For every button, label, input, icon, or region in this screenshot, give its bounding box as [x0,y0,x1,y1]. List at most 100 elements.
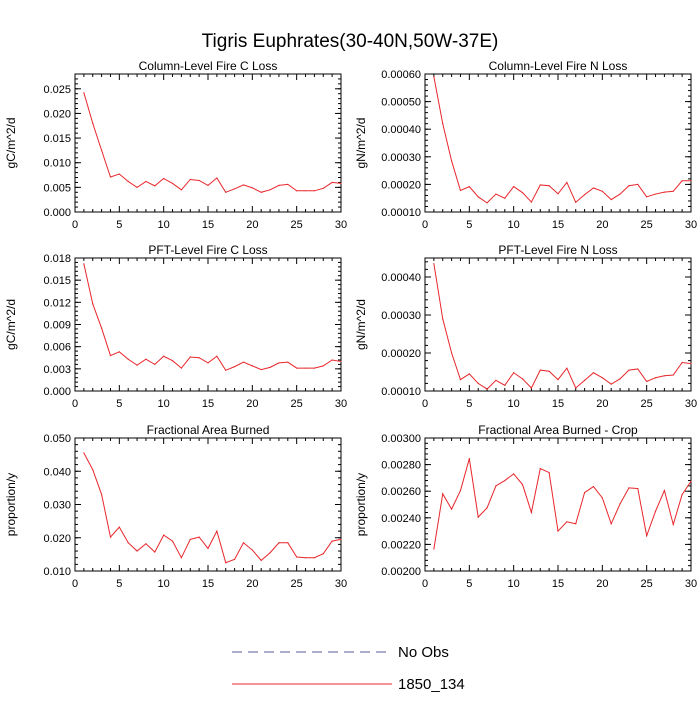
y-tick-label: 0.050 [43,433,71,445]
data-point [628,369,630,371]
data-point [619,378,621,380]
y-tick-label: 0.000 [43,386,71,398]
data-point [207,547,209,549]
y-axis-label: proportion/y [4,473,18,536]
x-tick-label: 20 [596,219,608,231]
y-tick-label: 0.00200 [381,566,421,578]
data-point [287,183,289,185]
data-point [269,552,271,554]
data-point [584,194,586,196]
data-point [340,360,342,363]
data-point [628,487,630,489]
data-point [610,198,612,201]
y-tick-label: 0.009 [43,320,71,332]
data-point [92,122,94,124]
data-point [260,559,262,561]
y-tick-label: 0.00280 [381,460,421,472]
data-point [628,185,630,187]
data-point [331,181,333,184]
data-point [681,493,683,496]
data-point [278,362,280,364]
y-tick-label: 0.020 [43,108,71,120]
data-point [171,182,174,185]
data-point [287,361,289,363]
series-line-0 [83,92,342,193]
data-point [331,359,333,361]
data-point [83,452,85,454]
y-tick-label: 0.00020 [381,179,421,191]
data-point [101,493,103,496]
data-point [584,379,586,381]
data-point [322,365,324,367]
y-tick-label: 0.006 [43,342,71,354]
data-point [548,370,550,372]
data-point [101,149,103,151]
chart-panel-1: Column-Level Fire N Loss gN/m^2/d 0 5 10 15 20… [354,59,697,231]
data-point [260,191,262,193]
y-tick-label: 0.00220 [381,539,421,551]
data-point [663,375,666,377]
x-tick-label: 10 [508,219,520,231]
data-point [566,521,568,523]
data-point [322,553,324,555]
x-tick-label: 20 [596,398,608,410]
data-point [304,557,307,559]
x-tick-label: 5 [466,398,472,410]
plot-frame [74,437,342,572]
data-point [154,363,156,365]
data-point [619,503,621,505]
panel-title: Fractional Area Burned - Crop [478,423,638,437]
y-tick-label: 0.00060 [381,69,421,81]
data-point [610,523,612,525]
data-point [109,536,112,538]
plot-frame [424,257,692,392]
data-point [154,185,156,187]
data-point [637,368,639,370]
data-point [251,187,253,189]
data-point [637,487,639,490]
data-point [180,189,182,191]
data-point [433,76,435,78]
data-point [459,489,462,492]
data-point [646,380,648,383]
data-point [610,383,612,385]
data-point [530,511,533,514]
data-point [242,361,245,363]
data-point [654,377,657,379]
data-point [504,384,506,386]
data-point [198,179,200,182]
y-tick-label: 0.012 [43,297,71,309]
data-point [234,366,236,368]
x-tick-label: 30 [685,578,697,590]
x-tick-label: 30 [335,398,347,410]
data-point [539,184,541,186]
data-point [109,176,112,178]
y-tick-label: 0.010 [43,158,71,170]
data-point [92,468,94,471]
x-tick-label: 15 [202,398,214,410]
panel-title: Column-Level Fire N Loss [489,59,628,73]
data-point [313,557,315,559]
x-tick-label: 5 [466,219,472,231]
y-axis-label: gN/m^2/d [354,299,368,350]
data-point [557,530,559,532]
y-tick-label: 0.00030 [381,152,421,164]
data-point [646,535,648,537]
plot-frame [74,257,342,392]
data-point [539,369,541,371]
x-tick-label: 15 [202,219,214,231]
data-point [468,186,470,188]
figure-title: Tigris Euphrates(30-40N,50W-37E) [202,31,499,52]
y-tick-label: 0.030 [43,500,71,512]
series-line-0 [83,452,342,564]
data-point [672,374,674,376]
x-tick-label: 20 [246,398,258,410]
data-point [459,379,462,381]
data-point [690,480,692,482]
data-point [198,357,200,359]
y-tick-label: 0.00240 [381,513,421,525]
data-point [442,318,444,320]
y-tick-label: 0.00030 [381,310,421,322]
data-point [171,540,174,542]
